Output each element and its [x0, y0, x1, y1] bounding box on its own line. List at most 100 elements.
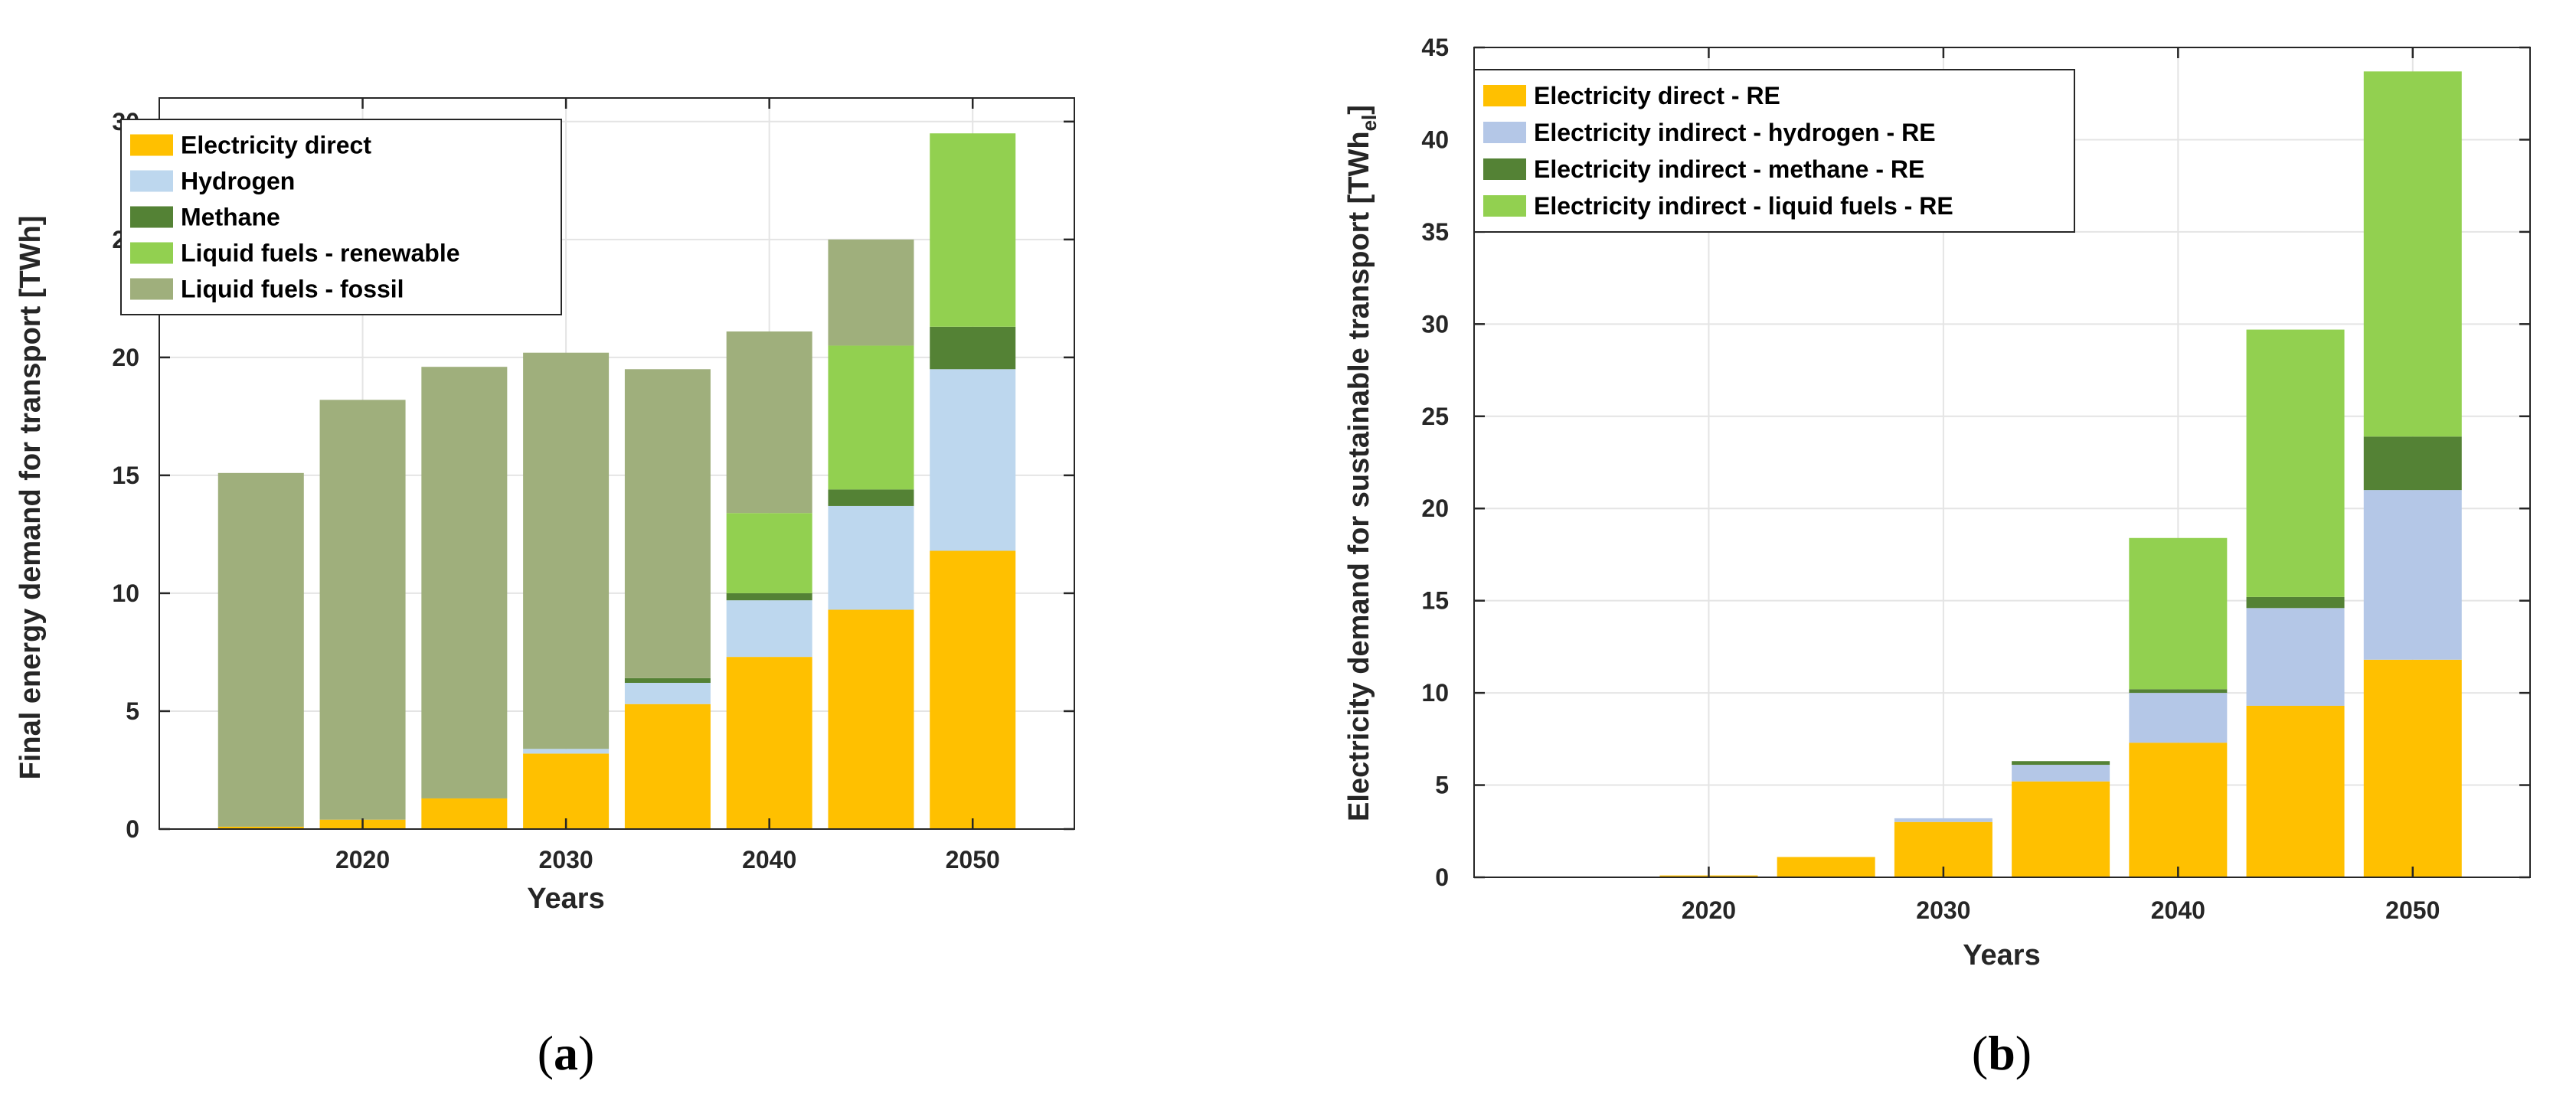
panel-a-x-axis-label: Years: [527, 883, 604, 915]
panel-a-bar-2035-series-5: [624, 369, 711, 678]
panel-a-legend-swatch-4: [130, 242, 173, 264]
panel-b-bar-2045-series-4: [2246, 329, 2345, 597]
panel-b-x-tick-label: 2050: [2385, 896, 2440, 924]
panel-a-label: (a): [538, 1026, 595, 1080]
panel-a-legend-label-1: Electricity direct: [181, 132, 371, 159]
panel-a-bar-2050-series-3: [930, 326, 1016, 370]
panel-a-legend-swatch-5: [130, 278, 173, 300]
panel-a-legend-label-2: Hydrogen: [181, 168, 295, 195]
panel-b-y-tick-label: 25: [1421, 403, 1449, 430]
panel-b-x-tick-label: 2030: [1916, 896, 1970, 924]
panel-a-x-tick-label: 2020: [335, 846, 390, 873]
panel-b-label-letter: b: [1988, 1026, 2015, 1080]
panel-b-y-axis-label-subscript: el: [1358, 115, 1381, 132]
panel-b-legend-swatch-2: [1483, 122, 1526, 143]
panel-a-y-tick-label: 15: [112, 462, 139, 489]
panel-b-y-tick-label: 5: [1435, 772, 1449, 799]
panel-b-y-tick-label: 10: [1421, 679, 1449, 707]
panel-b-legend-label-1: Electricity direct - RE: [1534, 82, 1780, 109]
panel-a-bar-2040-series-1: [726, 657, 812, 829]
panel-b-bar-2040-series-3: [2129, 689, 2228, 694]
panel-a-bar-2045-series-5: [828, 239, 914, 346]
panel-b-bar-2035-series-2: [2012, 765, 2110, 782]
panel-b-y-tick-label: 40: [1421, 126, 1449, 153]
panel-a-y-tick-label: 20: [112, 344, 139, 371]
panel-b-y-tick-label: 30: [1421, 310, 1449, 338]
panel-b-y-tick-label: 0: [1435, 864, 1449, 891]
panel-a-axes-box: [159, 97, 1075, 830]
panel-a-y-tick-label: 5: [126, 697, 139, 725]
panel-b-y-tick-label: 15: [1421, 587, 1449, 615]
panel-a-y-tick-label: 0: [126, 815, 139, 843]
panel-b-bar-2050-series-2: [2363, 490, 2462, 660]
panel-a-legend-swatch-2: [130, 170, 173, 192]
panel-a-x-tick-label: 2040: [742, 846, 796, 873]
panel-a-bar-2040-series-5: [726, 331, 812, 514]
panel-a-label-letter: a: [554, 1026, 578, 1080]
panel-b-y-tick-label: 45: [1421, 34, 1449, 61]
panel-a-bar-2015-series-5: [217, 472, 304, 827]
panel-a-bar-2050-series-2: [930, 369, 1016, 551]
panel-b-bar-2050-series-4: [2363, 71, 2462, 437]
panel-b-x-tick-label: 2020: [1682, 896, 1736, 924]
panel-b-legend: [1473, 69, 2075, 233]
panel-a-legend-label-4: Liquid fuels - renewable: [181, 240, 460, 267]
panel-a-bar-2015-series-1: [217, 826, 304, 829]
panel-b-legend-swatch-1: [1483, 85, 1526, 106]
panel-a-legend-label-3: Methane: [181, 204, 280, 231]
panel-a-bar-2040-series-2: [726, 600, 812, 658]
panel-b-bar-2025-series-1: [1777, 857, 1875, 877]
panel-b-bar-2040-series-2: [2129, 693, 2228, 743]
panel-b-bar-2045-series-2: [2246, 608, 2345, 706]
panel-a-bar-2045-series-4: [828, 345, 914, 490]
panel-a-bar-2040-series-4: [726, 513, 812, 593]
panel-a-bar-2025-series-1: [421, 798, 508, 829]
panel-b-axes-box: [1473, 47, 2531, 878]
panel-b-legend-label-2: Electricity indirect - hydrogen - RE: [1534, 119, 1936, 146]
panel-a-bar-2040-series-3: [726, 593, 812, 601]
panel-b-y-axis-label: Electricity demand for sustainable trans…: [1343, 105, 1381, 821]
panel-a-bar-2045-series-2: [828, 505, 914, 610]
panel-b-bar-2050-series-1: [2363, 659, 2462, 877]
panel-a-bar-2035-series-2: [624, 683, 711, 704]
panel-b-bar-2035-series-1: [2012, 781, 2110, 877]
panel-b-x-axis-label: Years: [1963, 939, 2040, 971]
panel-a-y-tick-label: 10: [112, 580, 139, 607]
panel-a-bar-2020-series-5: [319, 400, 406, 820]
panel-b-bar-2050-series-3: [2363, 436, 2462, 491]
panel-a-legend-label-5: Liquid fuels - fossil: [181, 276, 404, 303]
panel-a-legend: [120, 119, 562, 315]
panel-a-bar-2050-series-4: [930, 133, 1016, 327]
panel-a-bar-2030-series-1: [523, 753, 610, 829]
panel-a-bar-2050-series-1: [930, 550, 1016, 829]
panel-a-x-tick-label: 2050: [946, 846, 1000, 873]
panel-b-y-tick-label: 20: [1421, 495, 1449, 522]
panel-b-bar-2045-series-3: [2246, 596, 2345, 609]
panel-a-bar-2035-series-1: [624, 704, 711, 829]
panel-b-bar-2040-series-4: [2129, 537, 2228, 690]
panel-a-chart: 0510152025302020203020402050 Electricity…: [15, 97, 1075, 1080]
panel-b-legend-swatch-4: [1483, 195, 1526, 217]
panel-b-legend-label-4: Electricity indirect - liquid fuels - RE: [1534, 192, 1953, 220]
panel-a-legend-swatch-3: [130, 206, 173, 228]
panel-a-bar-2035-series-3: [624, 677, 711, 683]
panel-a-legend-swatch-1: [130, 134, 173, 156]
panel-b-y-tick-label: 35: [1421, 218, 1449, 246]
panel-b-label: (b): [1972, 1026, 2032, 1080]
panel-b-legend-swatch-3: [1483, 158, 1526, 180]
panel-b-bar-2035-series-3: [2012, 761, 2110, 766]
panel-a-bar-2045-series-3: [828, 489, 914, 506]
panel-b-x-tick-label: 2040: [2151, 896, 2205, 924]
panel-a-y-axis-label: Final energy demand for transport [TWh]: [15, 216, 47, 780]
panel-a-bar-2030-series-5: [523, 352, 610, 749]
panel-b-bar-2030-series-2: [1894, 818, 1992, 822]
panel-b-y-axis-label-suffix: ]: [1343, 105, 1375, 115]
panel-b-bar-2040-series-1: [2129, 743, 2228, 877]
panel-a-bar-2045-series-1: [828, 609, 914, 829]
panel-b-legend-label-3: Electricity indirect - methane - RE: [1534, 155, 1924, 183]
panel-a-x-tick-label: 2030: [539, 846, 593, 873]
panel-b-bar-2045-series-1: [2246, 705, 2345, 877]
panel-a-bar-2025-series-5: [421, 367, 508, 798]
panel-b-chart: 0 5 10 15 20 25 30 35 40 45 2020 2030 2040 2050 Elect…: [1343, 34, 2531, 1080]
